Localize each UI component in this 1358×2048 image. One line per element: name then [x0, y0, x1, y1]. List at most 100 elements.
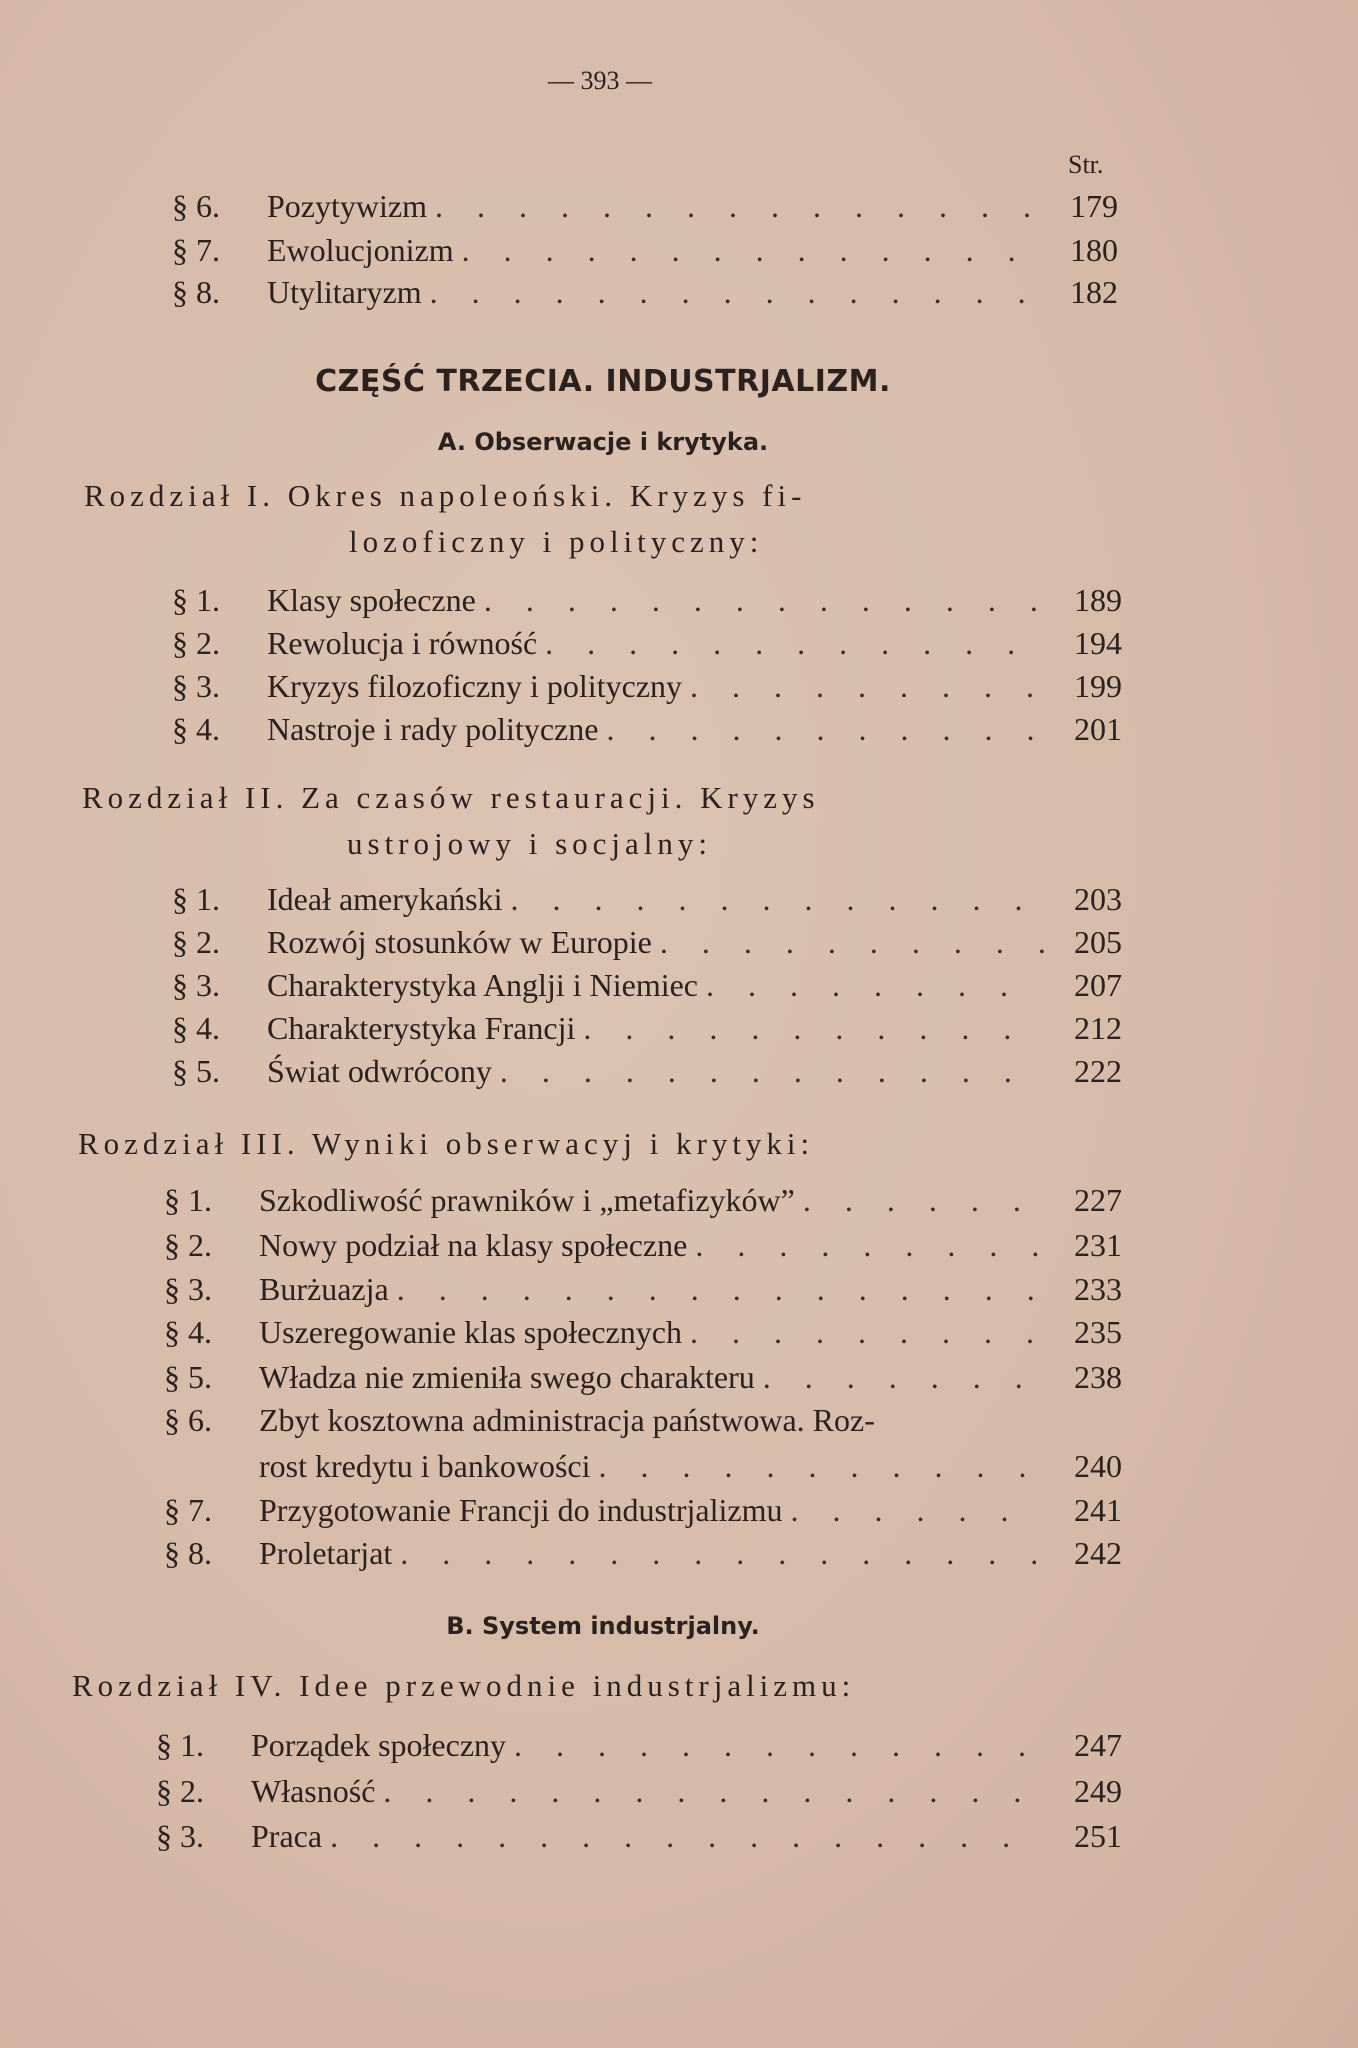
- chapter-heading: lozoficzny i polityczny:: [349, 524, 764, 559]
- dot-leader: . . . . . . . . . . . . . . . . . . . . …: [510, 881, 1044, 917]
- page-ref: 242: [1074, 1535, 1122, 1571]
- section-number: § 3.: [172, 967, 220, 1003]
- page-ref: 207: [1074, 967, 1122, 1003]
- toc-entry: § 3. Burżuazja . . . . . . . . . . . . . …: [164, 1271, 1122, 1311]
- page-ref: 251: [1074, 1818, 1122, 1854]
- entry-title: Kryzys filozoficzny i polityczny: [267, 668, 682, 704]
- toc-entry: § 7. Przygotowanie Francji do industrjali…: [164, 1492, 1122, 1532]
- entry-title: Nastroje i rady polityczne: [267, 711, 599, 747]
- dot-leader: . . . . . . . . . . . . . . . . . . . . …: [695, 1227, 1044, 1263]
- dot-leader: . . . . . . . . . . . . . . . . . . . . …: [598, 1448, 1045, 1484]
- page-ref: 240: [1074, 1448, 1122, 1484]
- toc-entry: § 5. Władza nie zmieniła swego charakteru…: [164, 1359, 1122, 1399]
- entry-title: Charakterystyka Francji: [267, 1010, 576, 1046]
- section-a-heading: A. Obserwacje i krytyka.: [437, 428, 769, 456]
- toc-entry: § 4. Nastroje i rady polityczne . . . . .…: [172, 711, 1122, 751]
- page-ref: 241: [1074, 1492, 1122, 1528]
- section-number: § 3.: [164, 1271, 212, 1307]
- toc-entry: § 3. Praca . . . . . . . . . . . . . . . …: [156, 1818, 1122, 1858]
- toc-entry: § 2. Nowy podział na klasy społeczne . . …: [164, 1227, 1122, 1267]
- section-number: § 1.: [156, 1727, 204, 1763]
- toc-entry: § 2. Własność . . . . . . . . . . . . . .…: [156, 1773, 1122, 1813]
- dot-leader: . . . . . . . . . . . . . . . . . . . . …: [461, 232, 1040, 268]
- entry-title: Nowy podział na klasy społeczne: [259, 1227, 688, 1263]
- page-ref: 249: [1074, 1773, 1122, 1809]
- chapter-heading: Rozdział I. Okres napoleoński. Kryzys fi…: [84, 478, 807, 513]
- toc-entry: rost kredytu i bankowości . . . . . . . …: [164, 1448, 1122, 1488]
- section-number: § 4.: [172, 1010, 220, 1046]
- entry-title: Burżuazja: [259, 1271, 389, 1307]
- dot-leader: . . . . . . . . . . . . . . . . . . . . …: [514, 1727, 1044, 1763]
- entry-title: Klasy społeczne: [267, 582, 476, 618]
- section-number: § 3.: [172, 668, 220, 704]
- toc-entry: § 1. Klasy społeczne . . . . . . . . . . …: [172, 582, 1122, 622]
- toc-entry: § 1. Porządek społeczny . . . . . . . . .…: [156, 1727, 1122, 1767]
- dot-leader: . . . . . . . . . . . . . . . . . . . . …: [802, 1182, 1044, 1218]
- section-number: § 7.: [172, 232, 220, 268]
- entry-title: Władza nie zmieniła swego charakteru: [259, 1359, 755, 1395]
- toc-entry: § 4. Charakterystyka Francji . . . . . . …: [172, 1010, 1122, 1050]
- page-number: — 393 —: [548, 66, 652, 95]
- section-number: § 2.: [172, 924, 220, 960]
- toc-entry: § 2. Rewolucja i równość . . . . . . . . …: [172, 625, 1122, 665]
- dot-leader: . . . . . . . . . . . . . . . . . . . . …: [434, 188, 1040, 224]
- dot-leader: . . . . . . . . . . . . . . . . . . . . …: [483, 582, 1044, 618]
- dot-leader: . . . . . . . . . . . . . . . . . . . . …: [606, 711, 1044, 747]
- toc-entry: § 1. Ideał amerykański . . . . . . . . . …: [172, 881, 1122, 921]
- page-ref: 194: [1074, 625, 1122, 661]
- dot-leader: . . . . . . . . . . . . . . . . . . . . …: [689, 1314, 1044, 1350]
- dot-leader: . . . . . . . . . . . . . . . . . . . . …: [790, 1492, 1044, 1528]
- section-number: § 6.: [164, 1402, 212, 1438]
- dot-leader: . . . . . . . . . . . . . . . . . . . . …: [545, 625, 1044, 661]
- section-number: § 6.: [172, 188, 220, 224]
- chapter-heading: Rozdział IV. Idee przewodnie industrjali…: [72, 1668, 856, 1703]
- toc-entry: § 5. Świat odwrócony . . . . . . . . . . …: [172, 1053, 1122, 1093]
- toc-entry: § 6. Zbyt kosztowna administracja państwo…: [164, 1402, 1122, 1442]
- page-ref: 247: [1074, 1727, 1122, 1763]
- section-number: § 8.: [172, 274, 220, 310]
- toc-entry: § 1. Szkodliwość prawników i „metafizyków…: [164, 1182, 1122, 1222]
- page-ref: 231: [1074, 1227, 1122, 1263]
- toc-entry: § 8. Proletarjat . . . . . . . . . . . . …: [164, 1535, 1122, 1575]
- page-ref: 205: [1074, 924, 1122, 960]
- entry-title: Rewolucja i równość: [267, 625, 538, 661]
- chapter-heading: ustrojowy i socjalny:: [347, 826, 713, 861]
- section-number: § 5.: [172, 1053, 220, 1089]
- dot-leader: . . . . . . . . . . . . . . . . . . . . …: [383, 1773, 1044, 1809]
- entry-title: Utylitaryzm: [267, 274, 422, 310]
- dot-leader: . . . . . . . . . . . . . . . . . . . . …: [583, 1010, 1044, 1046]
- page-ref: 227: [1074, 1182, 1122, 1218]
- section-number: § 2.: [164, 1227, 212, 1263]
- page-ref: 180: [1070, 232, 1118, 268]
- toc-entry: § 8. Utylitaryzm . . . . . . . . . . . . …: [172, 274, 1118, 314]
- entry-title: Uszeregowanie klas społecznych: [259, 1314, 682, 1350]
- entry-title: Porządek społeczny: [251, 1727, 507, 1763]
- section-number: § 1.: [172, 582, 220, 618]
- entry-title: Charakterystyka Anglji i Niemiec: [267, 967, 698, 1003]
- section-number: § 1.: [172, 881, 220, 917]
- entry-title: Ideał amerykański: [267, 881, 503, 917]
- page-ref: 201: [1074, 711, 1122, 747]
- entry-title: Przygotowanie Francji do industrjalizmu: [259, 1492, 783, 1528]
- section-number: § 4.: [172, 711, 220, 747]
- page-ref: 203: [1074, 881, 1122, 917]
- entry-title: Rozwój stosunków w Europie: [267, 924, 652, 960]
- entry-title: Świat odwrócony: [267, 1053, 492, 1089]
- dot-leader: . . . . . . . . . . . . . . . . . . . . …: [659, 924, 1044, 960]
- dot-leader: . . . . . . . . . . . . . . . . . . . . …: [330, 1818, 1044, 1854]
- entry-title: Praca: [251, 1818, 323, 1854]
- section-number: § 8.: [164, 1535, 212, 1571]
- toc-entry: § 4. Uszeregowanie klas społecznych . . .…: [164, 1314, 1122, 1354]
- entry-title: Proletarjat: [259, 1535, 393, 1571]
- page-ref: 182: [1070, 274, 1118, 310]
- part-title: CZĘŚĆ TRZECIA. INDUSTRJALIZM.: [315, 364, 891, 399]
- section-number: § 2.: [172, 625, 220, 661]
- entry-title: Pozytywizm: [267, 188, 427, 224]
- entry-title: Ewolucjonizm: [267, 232, 454, 268]
- section-number: § 1.: [164, 1182, 212, 1218]
- pages-column-header: Str.: [1068, 150, 1104, 179]
- page-ref: 235: [1074, 1314, 1122, 1350]
- page-ref: 233: [1074, 1271, 1122, 1307]
- section-number: § 2.: [156, 1773, 204, 1809]
- dot-leader: . . . . . . . . . . . . . . . . . . . . …: [689, 668, 1044, 704]
